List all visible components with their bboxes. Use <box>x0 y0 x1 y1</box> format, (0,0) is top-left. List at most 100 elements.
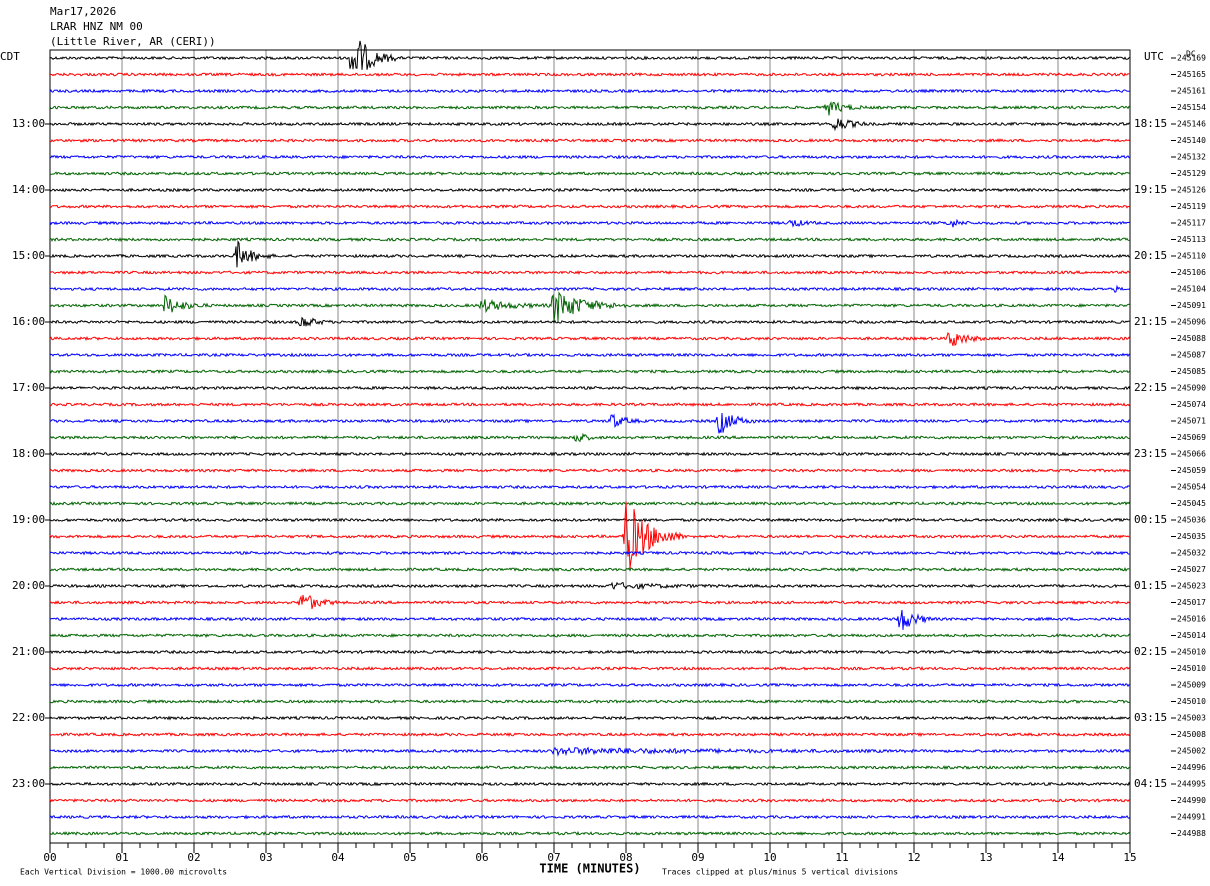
trace <box>49 467 1131 474</box>
trace <box>49 550 1130 556</box>
dc-offset: 245002 <box>1177 747 1206 756</box>
dc-offset: 245054 <box>1177 483 1206 492</box>
dc-offset: 245003 <box>1177 714 1206 723</box>
trace <box>49 88 1131 94</box>
trace <box>49 385 1131 391</box>
cdt-time: 21:00 <box>12 645 45 658</box>
trace <box>49 566 1131 573</box>
utc-time: 18:15 <box>1134 117 1167 130</box>
dc-offset: 245036 <box>1177 516 1206 525</box>
dc-offset: 245059 <box>1177 466 1206 475</box>
utc-time: 22:15 <box>1134 381 1167 394</box>
dc-offset: 245085 <box>1177 367 1206 376</box>
x-tick-label: 06 <box>475 851 488 864</box>
dc-offset: 245087 <box>1177 351 1206 360</box>
x-tick-label: 00 <box>43 851 56 864</box>
x-tick-label: 14 <box>1051 851 1065 864</box>
dc-offset: 245106 <box>1177 268 1206 277</box>
left-zone: CDT <box>0 50 20 63</box>
dc-offset: 245032 <box>1177 549 1206 558</box>
trace <box>49 187 1131 193</box>
dc-offset: 245016 <box>1177 615 1206 624</box>
dc-offset: 245027 <box>1177 565 1206 574</box>
dc-offset: 244991 <box>1177 813 1206 822</box>
trace <box>49 270 1131 275</box>
right-zone: UTC <box>1144 50 1164 63</box>
dc-offset: 245035 <box>1177 532 1206 541</box>
utc-time: 00:15 <box>1134 513 1167 526</box>
dc-offset: 245154 <box>1177 103 1206 112</box>
trace <box>49 138 1131 143</box>
trace <box>49 797 1131 803</box>
cdt-time: 16:00 <box>12 315 45 328</box>
trace <box>49 316 1131 327</box>
x-tick-label: 08 <box>619 851 632 864</box>
dc-offset: 245117 <box>1177 219 1206 228</box>
dc-offset: 245088 <box>1177 334 1206 343</box>
trace <box>49 581 1131 591</box>
dc-offset: 245017 <box>1177 598 1206 607</box>
trace <box>49 451 1131 457</box>
trace <box>49 746 1131 757</box>
trace <box>49 765 1131 771</box>
utc-time: 21:15 <box>1134 315 1167 328</box>
cdt-time: 13:00 <box>12 117 45 130</box>
trace <box>50 239 1131 268</box>
trace <box>49 40 1131 70</box>
trace <box>49 715 1131 721</box>
dc-offset: 245146 <box>1177 120 1206 129</box>
trace <box>49 71 1131 77</box>
dc-offset: 244990 <box>1177 796 1206 805</box>
dc-offset: 245045 <box>1177 499 1206 508</box>
trace <box>49 781 1131 787</box>
trace <box>49 830 1131 837</box>
dc-offset: 244988 <box>1177 829 1206 838</box>
dc-offset: 245010 <box>1177 664 1206 673</box>
dc-offset: 245010 <box>1177 697 1206 706</box>
x-tick-label: 01 <box>115 851 128 864</box>
trace <box>49 154 1131 160</box>
utc-time: 19:15 <box>1134 183 1167 196</box>
dc-offset: 245090 <box>1177 384 1206 393</box>
x-tick-label: 15 <box>1123 851 1136 864</box>
dc-offset: 245126 <box>1177 186 1206 195</box>
dc-offset: 245069 <box>1177 433 1206 442</box>
trace <box>49 101 1131 116</box>
cdt-time: 15:00 <box>12 249 45 262</box>
title-station: LRAR HNZ NM 00 <box>50 20 143 33</box>
dc-offset: 245071 <box>1177 417 1206 426</box>
trace <box>49 332 1131 346</box>
utc-time: 04:15 <box>1134 777 1167 790</box>
trace <box>49 284 1131 293</box>
dc-offset: 245110 <box>1177 252 1206 261</box>
trace <box>49 484 1131 490</box>
trace <box>49 412 1131 434</box>
trace <box>49 170 1131 177</box>
cdt-time: 22:00 <box>12 711 45 724</box>
title-location: (Little River, AR (CERI)) <box>50 35 216 48</box>
footer-right: Traces clipped at plus/minus 5 vertical … <box>662 868 898 877</box>
utc-time: 20:15 <box>1134 249 1167 262</box>
trace <box>49 682 1131 688</box>
trace <box>49 203 1131 210</box>
x-tick-label: 13 <box>979 851 992 864</box>
cdt-time: 18:00 <box>12 447 45 460</box>
dc-offset: 245165 <box>1177 70 1206 79</box>
dc-offset: 245132 <box>1177 153 1206 162</box>
dc-offset: 245161 <box>1177 87 1206 96</box>
x-axis-title: TIME (MINUTES) <box>539 862 640 876</box>
dc-offset: 244995 <box>1177 780 1206 789</box>
trace <box>49 402 1131 408</box>
trace <box>49 632 1131 639</box>
x-tick-label: 12 <box>907 851 920 864</box>
dc-offset: 245169 <box>1177 54 1206 63</box>
footer-left: Each Vertical Division = 1000.00 microvo… <box>20 868 227 877</box>
dc-offset: 245023 <box>1177 582 1206 591</box>
trace <box>49 501 1131 569</box>
trace <box>49 218 1131 228</box>
title-date: Mar17,2026 <box>50 5 116 18</box>
cdt-time: 17:00 <box>12 381 45 394</box>
trace <box>49 609 1131 630</box>
